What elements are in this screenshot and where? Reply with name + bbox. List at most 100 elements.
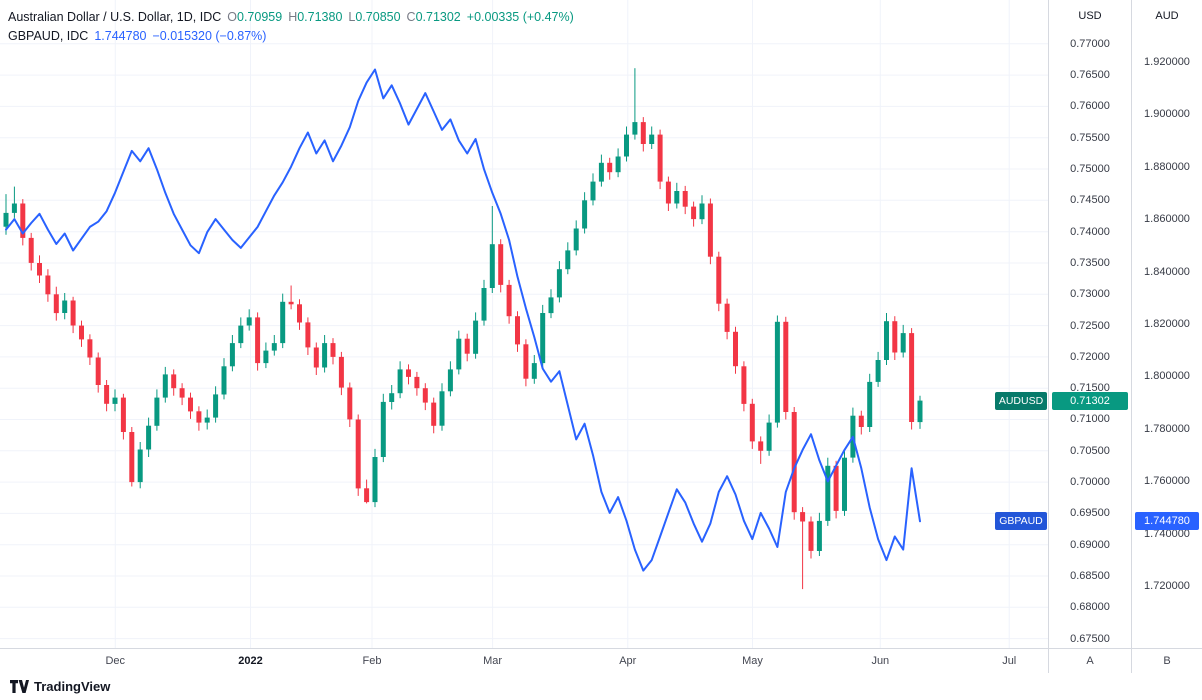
candle-body	[657, 134, 663, 182]
overlay-symbol-title[interactable]: GBPAUD, IDC	[8, 29, 89, 43]
gbpaud-price-chip: 1.744780	[1135, 512, 1199, 531]
price-tick-label: 0.69500	[1070, 507, 1110, 520]
candle-body	[749, 403, 755, 442]
candle-body	[531, 363, 537, 379]
chart-plot-area[interactable]: Australian Dollar / U.S. Dollar, 1D, IDC…	[0, 0, 1048, 648]
candle-body	[808, 521, 814, 551]
price-tick-label: 0.74500	[1070, 194, 1110, 207]
price-tick-label: 0.71000	[1070, 413, 1110, 426]
candle-body	[372, 457, 378, 503]
candle-body	[640, 122, 646, 144]
price-tick-label: 0.67500	[1070, 632, 1110, 645]
overlay-price-value: 1.744780	[94, 29, 147, 43]
candle-body	[389, 393, 395, 402]
price-tick-label: 0.72000	[1070, 350, 1110, 363]
candle-body	[691, 206, 697, 220]
ohlc-label: H	[288, 10, 298, 24]
year-label: 2022	[238, 655, 263, 667]
candle-body	[431, 402, 437, 426]
ohlc-value: 0.71302	[415, 10, 461, 24]
candle-body	[766, 422, 772, 451]
candle-body	[397, 369, 403, 394]
candle-body	[37, 263, 42, 276]
month-label: Dec	[105, 655, 126, 667]
candle-body	[129, 432, 135, 483]
candle-body	[707, 203, 713, 257]
price-tick-label: 1.800000	[1144, 370, 1190, 383]
candle-body	[70, 300, 76, 326]
candle-body	[473, 320, 479, 354]
candle-body	[598, 162, 604, 182]
scale-button-b[interactable]: B	[1131, 649, 1202, 673]
time-axis[interactable]: Dec 2022 Feb Mar Apr May Jun Jul	[0, 649, 1048, 673]
candle-body	[3, 212, 9, 227]
price-tick-label: 0.75000	[1070, 163, 1110, 176]
usd-axis-title: USD	[1078, 10, 1102, 22]
candle-body	[498, 244, 504, 285]
price-tick-label: 0.77000	[1070, 37, 1110, 50]
price-chart-canvas[interactable]	[0, 0, 1048, 648]
price-tick-label: 1.740000	[1144, 527, 1190, 540]
month-label: Apr	[619, 655, 637, 667]
main-change-value: +0.00335 (+0.47%)	[466, 10, 574, 24]
tradingview-logo-text: TradingView	[34, 679, 111, 694]
candle-body	[615, 156, 621, 173]
price-tick-label: 1.760000	[1144, 475, 1190, 488]
main-symbol-title[interactable]: Australian Dollar / U.S. Dollar, 1D, IDC	[8, 10, 222, 24]
scale-button-a[interactable]: A	[1048, 649, 1131, 673]
main-symbol-row: Australian Dollar / U.S. Dollar, 1D, IDC…	[8, 8, 574, 27]
candle-body	[582, 200, 588, 229]
candle-body	[422, 388, 428, 403]
candle-body	[649, 134, 655, 144]
candle-body	[188, 397, 193, 412]
candle-body	[774, 321, 780, 423]
ohlc-label: C	[406, 10, 416, 24]
candle-body	[179, 388, 185, 398]
candle-body	[758, 441, 764, 451]
candle-body	[724, 303, 730, 332]
price-tick-label: 1.840000	[1144, 265, 1190, 278]
candle-body	[456, 338, 462, 370]
price-tick-label: 1.780000	[1144, 422, 1190, 435]
candle-body	[171, 374, 177, 389]
ohlc-values: O0.70959 H0.71380 L0.70850 C0.71302	[221, 10, 461, 24]
price-tick-label: 1.720000	[1144, 580, 1190, 593]
tradingview-logo[interactable]: TradingView	[10, 679, 110, 694]
price-tick-label: 0.71500	[1070, 382, 1110, 395]
candle-body	[791, 412, 797, 513]
aud-price-scale[interactable]: AUD 1.744780 1.920000 1.900000 1.880000 1.8…	[1131, 0, 1202, 648]
candle-body	[313, 347, 319, 368]
month-label: Feb	[362, 655, 382, 667]
price-tick-label: 0.76000	[1070, 100, 1110, 113]
candle-body	[204, 417, 210, 423]
price-tick-label: 0.70000	[1070, 476, 1110, 489]
price-tick-label: 0.72500	[1070, 319, 1110, 332]
candle-body	[892, 321, 898, 353]
candle-body	[288, 301, 294, 305]
candle-body	[162, 374, 168, 398]
price-tick-label: 1.860000	[1144, 213, 1190, 226]
candle-body	[213, 394, 219, 418]
candle-body	[297, 304, 302, 323]
tradingview-logo-icon	[10, 680, 29, 693]
price-tick-label: 0.73000	[1070, 288, 1110, 301]
candle-body	[255, 317, 261, 364]
ohlc-value: 0.70959	[237, 10, 283, 24]
usd-price-scale[interactable]: USD 0.71302 0.77000 0.76500 0.76000 0.75500…	[1048, 0, 1131, 648]
candle-body	[196, 411, 202, 423]
price-tick-label: 1.920000	[1144, 55, 1190, 68]
candle-body	[364, 488, 370, 503]
candle-body	[489, 244, 495, 288]
candle-body	[632, 122, 638, 135]
price-tick-label: 0.73500	[1070, 256, 1110, 269]
price-tick-label: 1.900000	[1144, 108, 1190, 121]
candle-body	[112, 397, 118, 404]
candle-body	[506, 284, 512, 317]
candle-body	[665, 181, 671, 204]
price-tick-label: 1.880000	[1144, 160, 1190, 173]
gbpaud-label-badge: GBPAUD	[995, 512, 1047, 531]
candle-body	[481, 288, 487, 321]
candle-body	[867, 381, 873, 427]
candle-body	[154, 397, 160, 426]
price-tick-label: 0.75500	[1070, 131, 1110, 144]
